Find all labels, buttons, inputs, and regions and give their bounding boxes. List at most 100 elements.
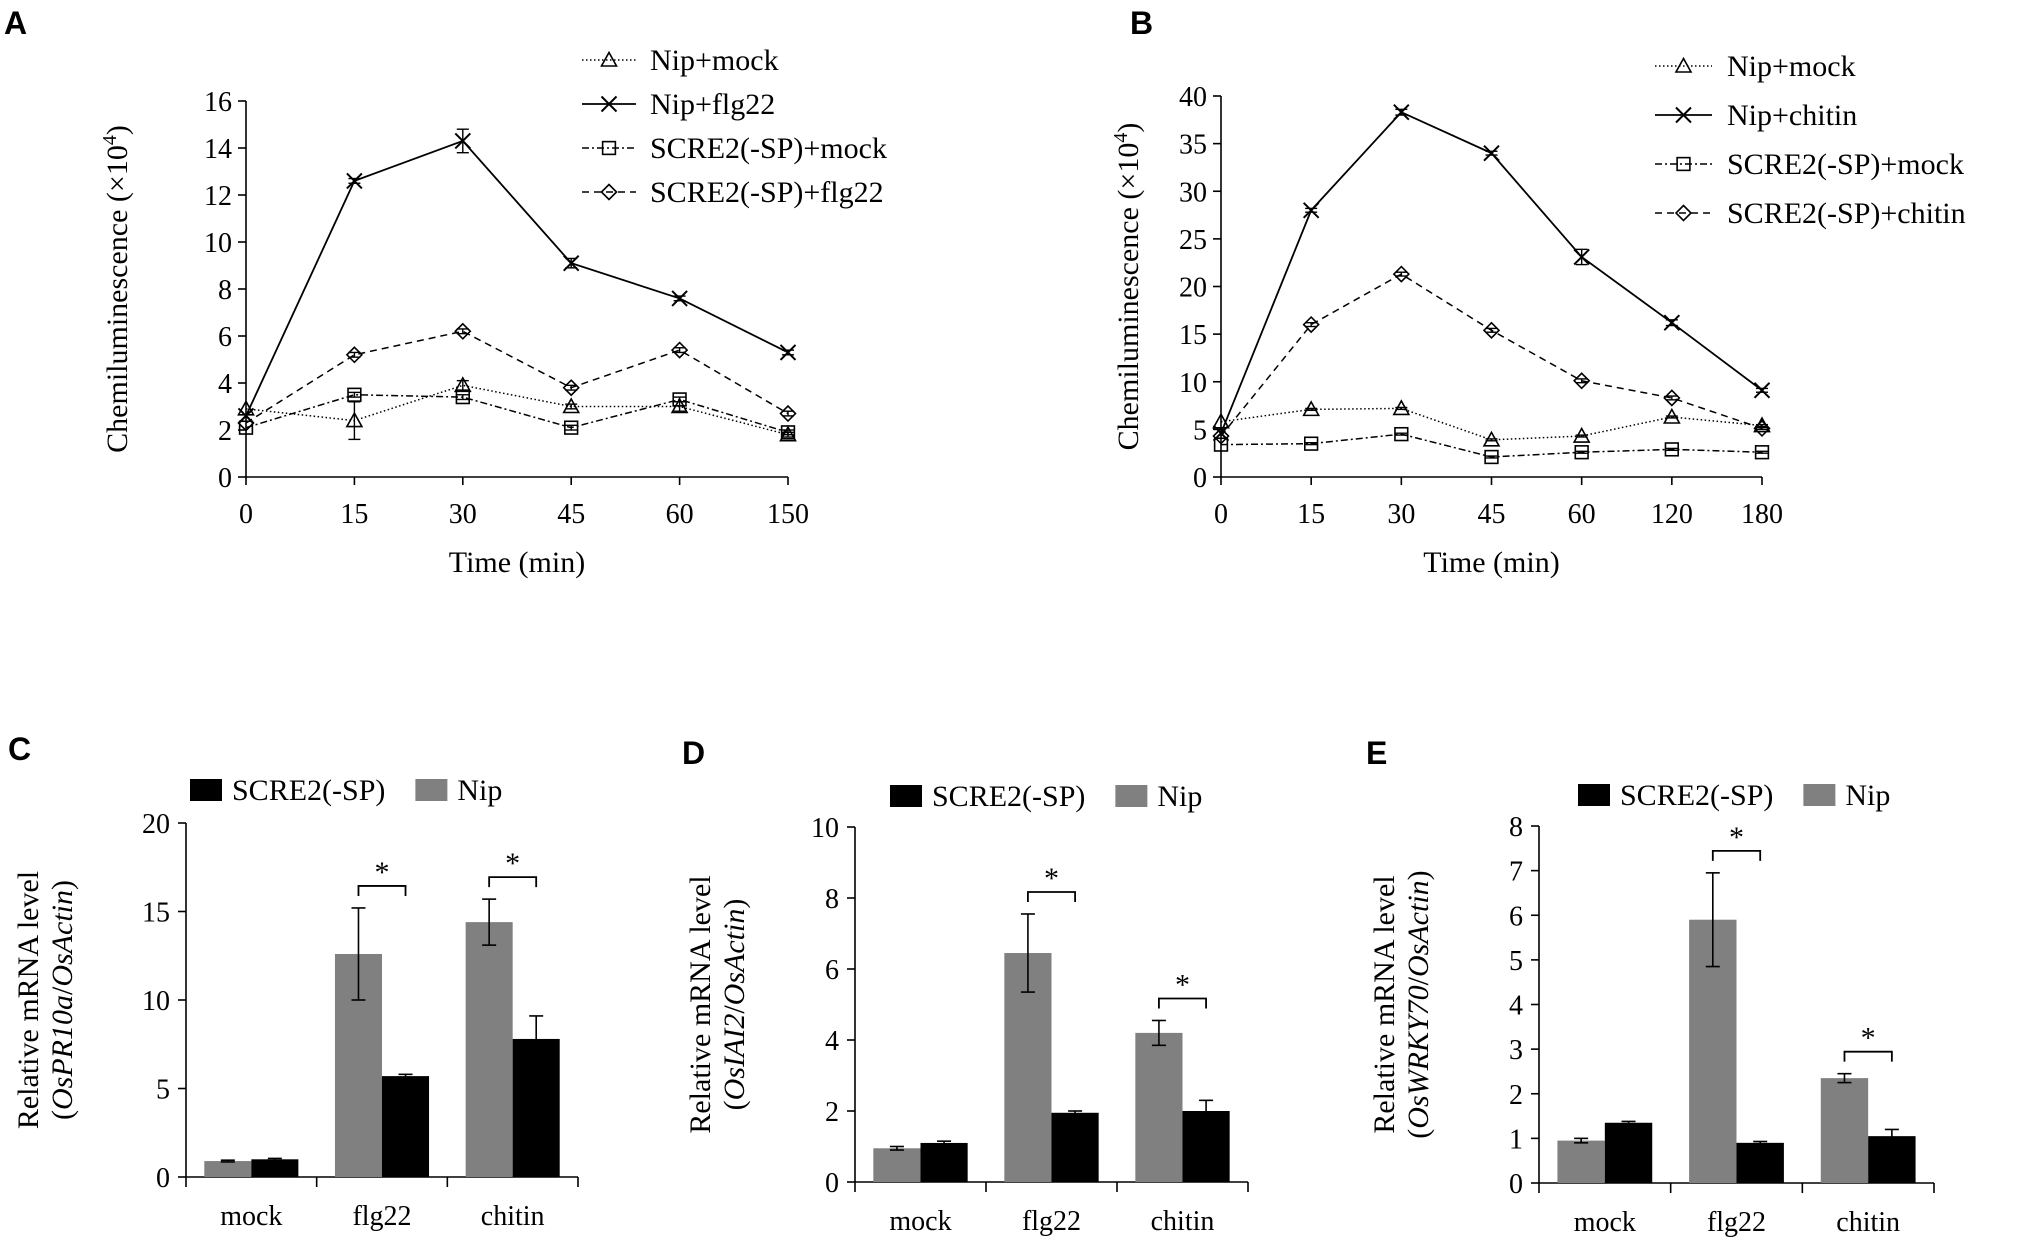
data-point — [1482, 321, 1501, 339]
y-tick-label: 40 — [1179, 82, 1207, 113]
legend-label: Nip+chitin — [1727, 99, 1857, 132]
series-b-2: SCRE2(-SP)+mock — [1213, 148, 1964, 465]
x-tick-label: flg22 — [352, 1201, 411, 1232]
y-axis-title-close: ) — [101, 125, 134, 135]
bar — [204, 1161, 252, 1177]
y-tick-label: 16 — [204, 87, 232, 118]
y-tick-label: 8 — [1509, 812, 1523, 843]
reference-gene: OsActin — [46, 890, 79, 987]
series-c-1 — [251, 1015, 560, 1177]
data-point — [346, 172, 363, 190]
y-tick-label: 10 — [811, 813, 839, 844]
legend-label: SCRE2(-SP)+chitin — [1727, 197, 1966, 230]
significance-bracket — [1843, 1050, 1893, 1062]
series-a-0: Nip+mock — [237, 44, 797, 442]
data-point — [1394, 426, 1409, 442]
legend-label: Nip — [1845, 779, 1890, 812]
data-point — [347, 387, 362, 402]
gene-name: OsIAI2 — [718, 1014, 751, 1101]
legend-swatch — [1115, 785, 1148, 807]
x-axis-title-b: Time (min) — [1423, 546, 1559, 579]
x-tick-label: 15 — [340, 499, 368, 530]
reference-gene: OsActin — [1402, 880, 1435, 977]
y-tick-label: 15 — [1179, 320, 1207, 351]
y-tick-label: 0 — [1193, 463, 1207, 494]
paren-close: ) — [46, 880, 79, 890]
data-point — [671, 290, 688, 307]
y-tick-label: 5 — [1509, 946, 1523, 977]
x-tick-label: 0 — [1214, 499, 1228, 530]
y-tick-label: 0 — [825, 1168, 839, 1199]
legend-item: SCRE2(-SP) — [890, 780, 1085, 813]
data-point — [1393, 103, 1410, 121]
chart-b: 0 5 10 15 20 25 30 35 40 0 15 30 45 60 120 180 Time (min… — [1110, 50, 1966, 579]
data-point — [562, 379, 580, 397]
y-tick-label: 30 — [1179, 177, 1207, 208]
x-tick-label: chitin — [1151, 1206, 1215, 1237]
y-tick-label: 2 — [218, 416, 232, 447]
series-e-1 — [1604, 1120, 1916, 1183]
panel-label-c: C — [8, 731, 31, 767]
panel-label-b: B — [1130, 5, 1153, 41]
x-tick-label: mock — [1574, 1207, 1636, 1238]
y-tick-label: 4 — [825, 1026, 839, 1057]
paren-close: ) — [1402, 870, 1435, 880]
data-point — [1213, 437, 1229, 452]
x-tick-label: chitin — [481, 1201, 545, 1232]
y-tick-label: 0 — [1509, 1169, 1523, 1200]
data-point — [1303, 436, 1319, 451]
bar — [465, 922, 513, 1177]
paren-open: ( — [46, 1110, 79, 1120]
x-tick-label: flg22 — [1022, 1206, 1081, 1237]
data-point — [1572, 426, 1591, 443]
legend-item: Nip — [1803, 779, 1890, 812]
series-a-3: SCRE2(-SP)+flg22 — [237, 176, 884, 432]
legend-label: Nip+mock — [650, 44, 779, 77]
data-point — [780, 425, 796, 440]
legend-item: SCRE2(-SP) — [190, 774, 385, 807]
legend-label: SCRE2(-SP) — [932, 780, 1085, 813]
x-tick-label: 30 — [1387, 499, 1415, 530]
legend-item: SCRE2(-SP) — [1578, 779, 1773, 812]
x-tick-label: 60 — [666, 499, 694, 530]
y-axis-title-b: Chemiluminescence (×104) — [1110, 123, 1145, 451]
significance-star: * — [1861, 1022, 1876, 1055]
bar — [1820, 1078, 1869, 1183]
y-axis-title-factor: ×10 — [1112, 143, 1145, 190]
data-point — [1212, 427, 1230, 445]
legend-swatch — [190, 779, 222, 801]
legend-marker — [601, 140, 617, 156]
paren-open: ( — [718, 1100, 751, 1110]
data-point — [1483, 144, 1500, 162]
legend-label: SCRE2(-SP) — [232, 774, 385, 807]
x-tick-label: mock — [889, 1206, 951, 1237]
data-point — [670, 341, 689, 359]
data-point — [238, 420, 254, 435]
x-tick-label: 45 — [1478, 499, 1506, 530]
y-axis-title-main: Chemiluminescence ( — [101, 192, 134, 453]
legend-label: Nip — [1157, 780, 1202, 813]
data-point — [1754, 445, 1770, 460]
y-tick-label: 2 — [1509, 1080, 1523, 1111]
legend-marker — [1676, 156, 1691, 172]
paren-open: ( — [1402, 1129, 1435, 1139]
x-tick-label: chitin — [1836, 1207, 1900, 1238]
data-point — [1573, 248, 1590, 266]
data-point — [779, 344, 797, 361]
significance-star: * — [1729, 821, 1744, 854]
x-tick-label: 150 — [767, 499, 809, 530]
data-point — [237, 414, 255, 432]
bar — [1868, 1136, 1916, 1183]
y-axis-title-e: Relative mRNA level — [1368, 875, 1401, 1133]
data-point — [1484, 449, 1499, 465]
chart-a: 0 2 4 6 8 10 12 14 16 0 15 30 45 60 150 Time (min) Chemi… — [99, 44, 887, 579]
series-line — [1220, 111, 1763, 434]
y-tick-label: 4 — [1509, 991, 1523, 1022]
y-tick-label: 10 — [204, 228, 232, 259]
y-tick-label: 6 — [825, 955, 839, 986]
x-tick-label: 60 — [1568, 499, 1596, 530]
y-tick-label: 8 — [218, 275, 232, 306]
y-tick-label: 35 — [1179, 130, 1207, 161]
data-point — [779, 425, 797, 442]
y-tick-label: 7 — [1509, 857, 1523, 888]
